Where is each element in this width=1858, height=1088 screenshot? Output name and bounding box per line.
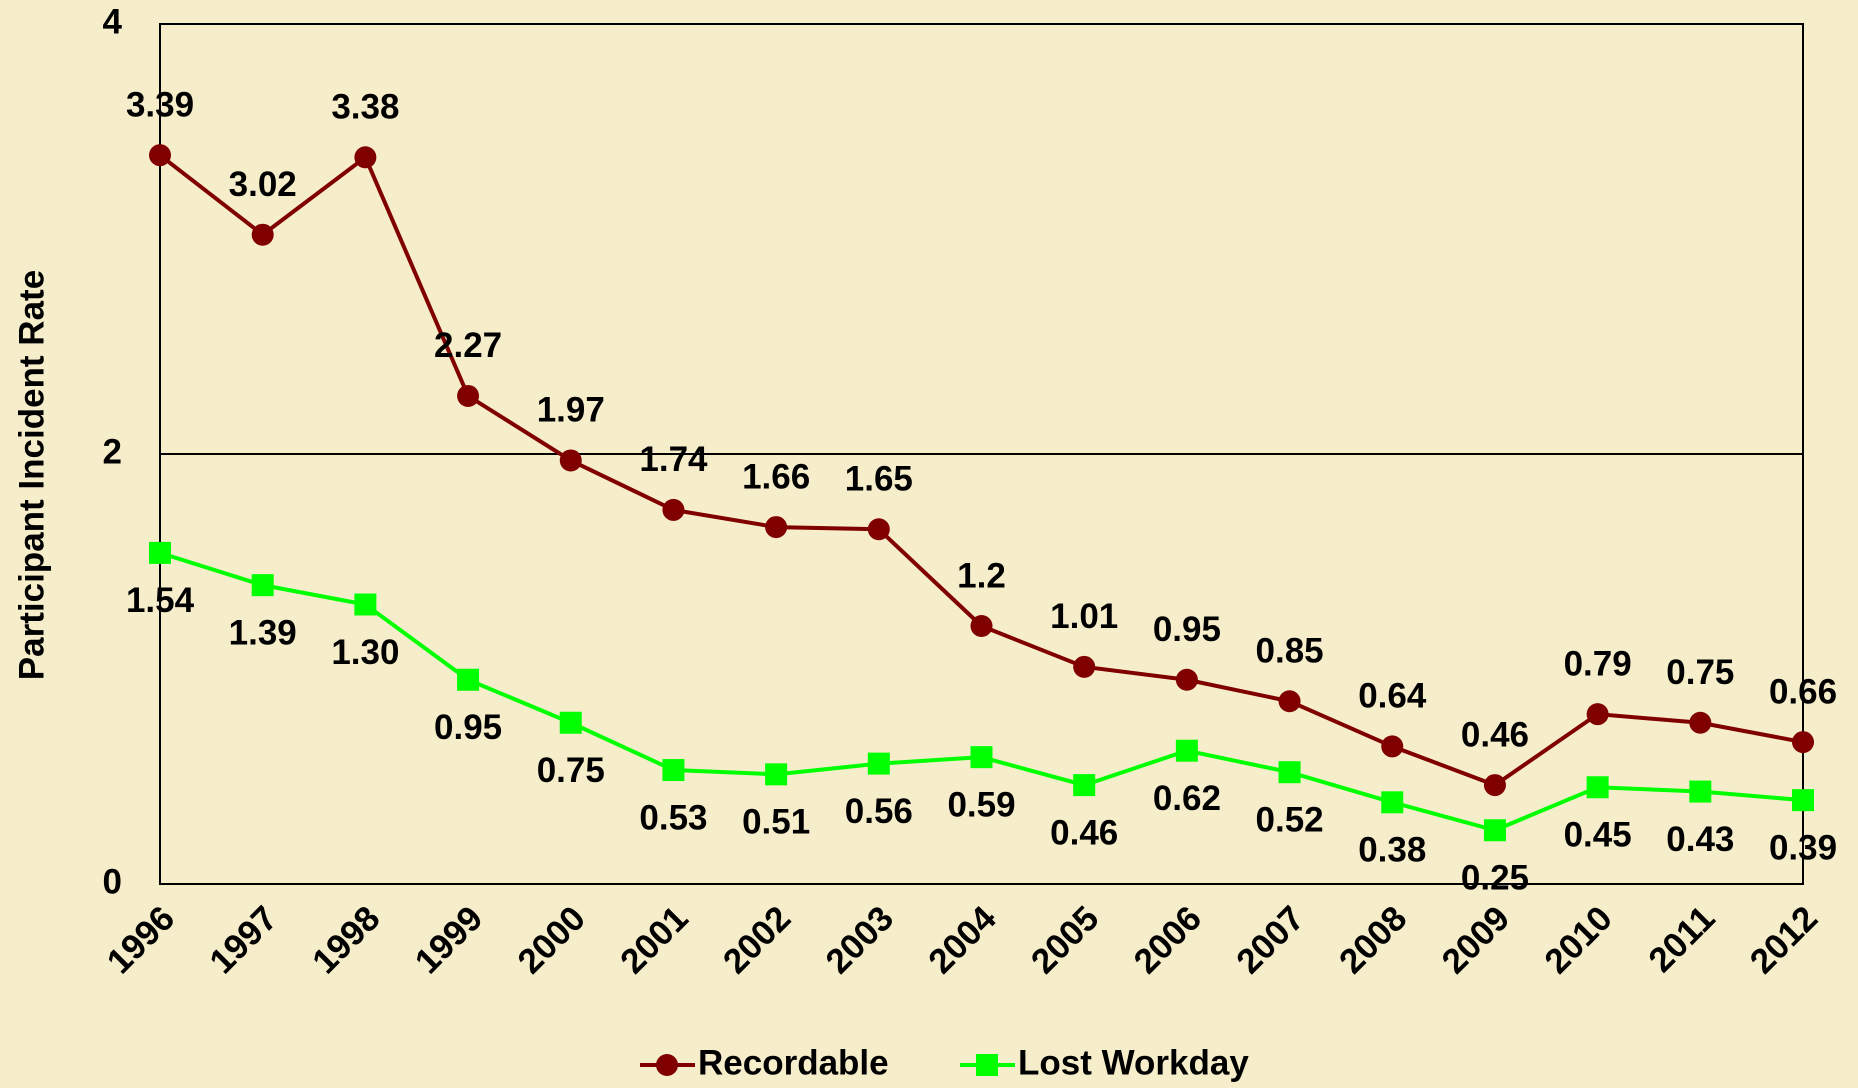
- marker: [1073, 655, 1096, 678]
- marker: [1792, 789, 1814, 812]
- marker: [1073, 774, 1096, 797]
- data-label: 0.39: [1769, 828, 1837, 867]
- marker: [251, 574, 274, 597]
- marker: [1483, 819, 1506, 842]
- marker: [867, 518, 890, 541]
- data-label: 1.74: [639, 440, 708, 479]
- y-axis-label: Participant Incident Rate: [12, 270, 51, 680]
- y-tick-label: 2: [103, 432, 122, 471]
- data-label: 0.46: [1050, 813, 1118, 852]
- marker: [1792, 731, 1814, 754]
- marker: [765, 763, 788, 786]
- data-label: 3.39: [126, 85, 194, 124]
- data-label: 1.97: [537, 391, 605, 430]
- data-label: 0.52: [1256, 800, 1324, 839]
- legend-label: Lost Workday: [1018, 1043, 1249, 1082]
- data-label: 0.46: [1461, 715, 1529, 754]
- marker: [559, 449, 582, 472]
- marker: [1278, 761, 1301, 784]
- data-label: 0.25: [1461, 859, 1529, 898]
- marker: [1689, 780, 1712, 803]
- data-label: 0.64: [1358, 677, 1427, 716]
- data-label: 1.30: [331, 633, 399, 672]
- data-label: 1.2: [957, 556, 1006, 595]
- data-label: 0.79: [1564, 644, 1632, 683]
- marker: [970, 615, 993, 637]
- data-label: 0.75: [537, 751, 605, 790]
- data-label: 0.56: [845, 792, 913, 831]
- data-label: 0.95: [1153, 610, 1221, 649]
- data-label: 1.54: [126, 581, 195, 620]
- data-label: 0.59: [947, 785, 1015, 824]
- data-label: 0.45: [1564, 816, 1632, 855]
- legend-marker: [656, 1054, 678, 1076]
- marker: [251, 223, 274, 246]
- marker: [970, 746, 993, 769]
- data-label: 0.38: [1358, 831, 1426, 870]
- marker: [559, 711, 582, 734]
- marker: [354, 593, 377, 616]
- marker: [662, 498, 685, 521]
- marker: [1586, 703, 1609, 726]
- marker: [1689, 711, 1712, 734]
- data-label: 1.39: [229, 613, 297, 652]
- data-label: 1.01: [1050, 597, 1118, 636]
- legend-label: Recordable: [698, 1043, 889, 1082]
- marker: [1483, 774, 1506, 797]
- marker: [1381, 735, 1404, 758]
- marker: [1278, 690, 1301, 713]
- data-label: 3.02: [229, 165, 297, 204]
- y-tick-label: 4: [103, 2, 123, 41]
- data-label: 1.66: [742, 457, 810, 496]
- data-label: 0.75: [1666, 653, 1734, 692]
- data-label: 2.27: [434, 326, 502, 365]
- legend-marker: [976, 1054, 998, 1076]
- marker: [662, 759, 685, 782]
- marker: [457, 668, 480, 691]
- data-label: 0.53: [639, 798, 707, 837]
- data-label: 1.65: [845, 460, 913, 499]
- marker: [457, 384, 480, 407]
- data-label: 0.85: [1256, 632, 1324, 671]
- marker: [1175, 739, 1198, 762]
- y-tick-label: 0: [103, 862, 122, 901]
- marker: [149, 541, 171, 564]
- data-label: 3.38: [331, 88, 399, 127]
- data-label: 0.62: [1153, 779, 1221, 818]
- data-label: 0.95: [434, 708, 502, 747]
- data-label: 0.51: [742, 803, 810, 842]
- marker: [1175, 668, 1198, 691]
- marker: [1586, 776, 1609, 799]
- data-label: 0.43: [1666, 820, 1734, 859]
- marker: [765, 516, 788, 539]
- marker: [1381, 791, 1404, 814]
- data-label: 0.66: [1769, 672, 1837, 711]
- marker: [149, 144, 171, 167]
- marker: [354, 146, 377, 169]
- marker: [867, 752, 890, 775]
